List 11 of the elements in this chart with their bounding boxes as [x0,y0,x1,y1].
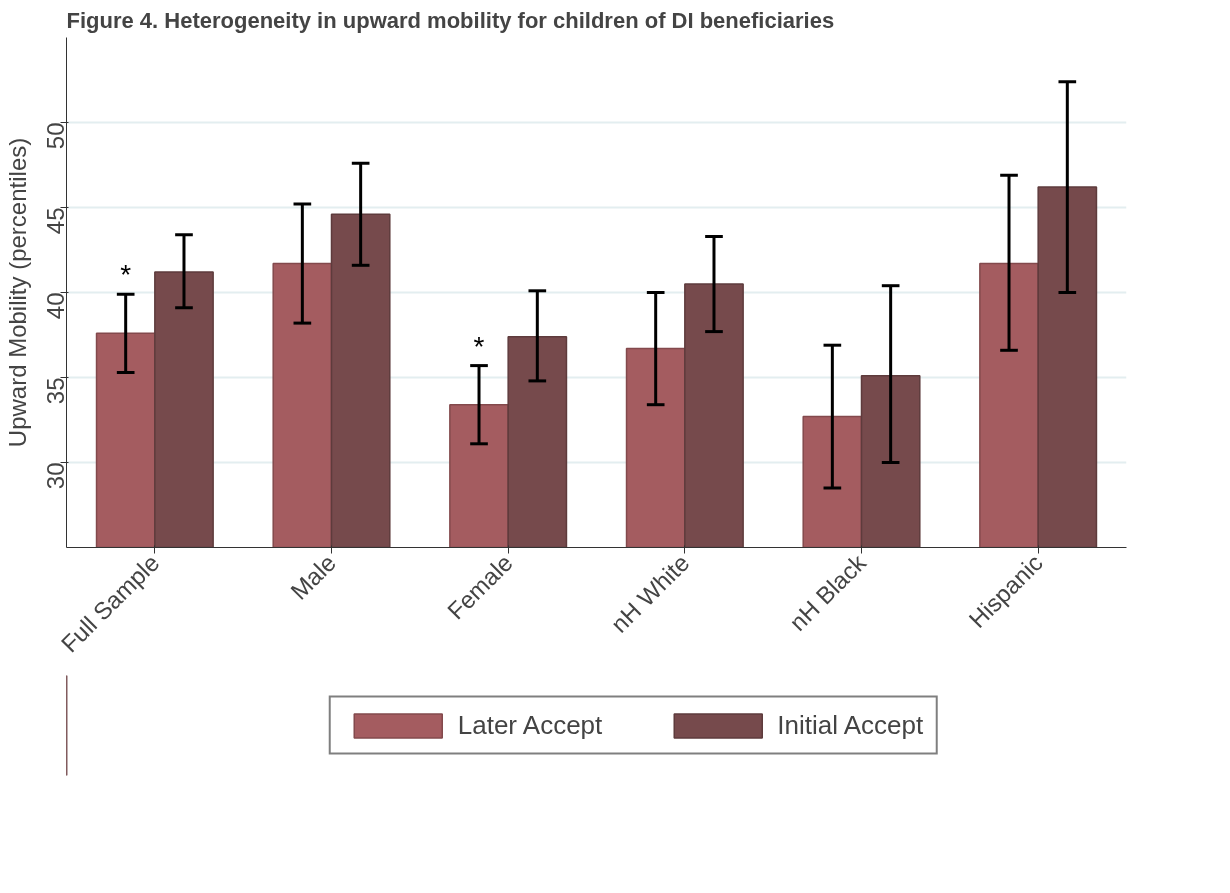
y-tick-label: 30 [42,462,69,490]
y-axis-title: Upward Mobility (percentiles) [3,137,31,448]
chart-title: Figure 4. Heterogeneity in upward mobility for children of DI beneficiaries [66,7,835,33]
y-tick-label: 50 [42,122,69,150]
annotation: * [120,259,132,291]
legend-label: Later Accept [457,709,603,741]
y-tick-label: 35 [42,377,69,405]
annotation: * [473,330,485,362]
y-tick-label: 45 [42,207,69,235]
legend-label: Initial Accept [777,709,924,741]
y-tick-label: 40 [42,292,69,320]
